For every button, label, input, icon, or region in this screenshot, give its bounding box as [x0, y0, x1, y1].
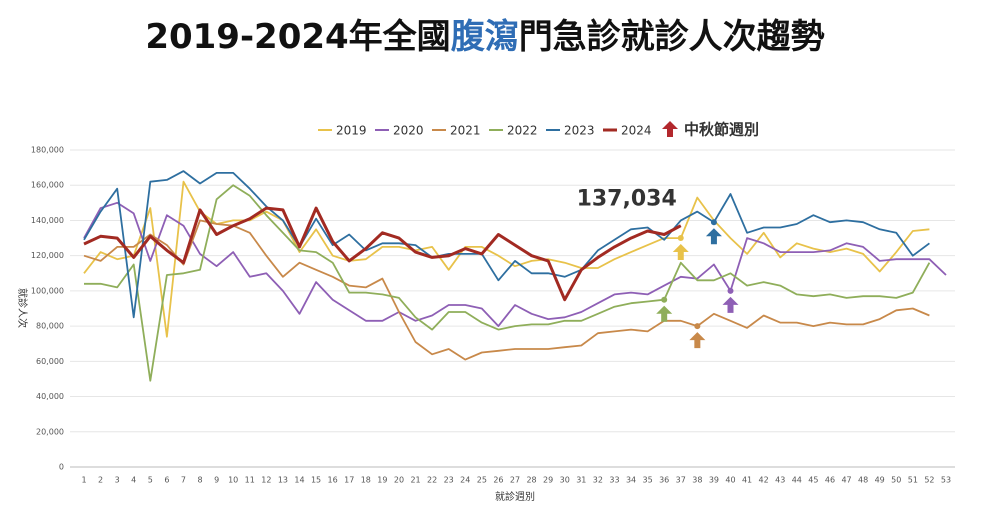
title-part: 腹瀉: [451, 17, 519, 57]
legend-label: 2023: [564, 124, 595, 138]
x-tick-label: 4: [131, 476, 136, 485]
x-tick-label: 12: [261, 476, 271, 485]
x-tick-label: 38: [692, 476, 702, 485]
chart-title: 2019-2024年全國腹瀉門急診就診人次趨勢: [145, 17, 824, 57]
mid-autumn-arrow: [672, 244, 689, 261]
x-tick-label: 40: [725, 476, 735, 485]
x-tick-label: 37: [676, 476, 686, 485]
y-tick-label: 100,000: [31, 286, 64, 295]
x-tick-label: 35: [643, 476, 653, 485]
x-tick-label: 28: [526, 476, 536, 485]
mid-autumn-point: [677, 235, 684, 242]
x-tick-label: 3: [115, 476, 120, 485]
x-tick-label: 13: [278, 476, 288, 485]
mid-autumn-arrow: [656, 305, 673, 322]
x-tick-label: 6: [164, 476, 169, 485]
x-tick-label: 44: [792, 476, 802, 485]
x-tick-label: 39: [709, 476, 719, 485]
title-part: 門急診就診人次趨勢: [519, 17, 825, 57]
series-line: [83, 180, 930, 338]
x-tick-label: 19: [377, 476, 387, 485]
legend-label: 2024: [621, 124, 652, 138]
x-tick-label: 2: [98, 476, 103, 485]
x-tick-label: 24: [460, 476, 470, 485]
series-line: [83, 170, 930, 319]
x-tick-label: 32: [593, 476, 603, 485]
x-tick-label: 22: [427, 476, 437, 485]
y-tick-label: 120,000: [31, 251, 64, 260]
y-tick-label: 80,000: [36, 322, 64, 331]
y-tick-label: 180,000: [31, 146, 64, 155]
series-line: [83, 219, 930, 361]
x-tick-label: 29: [543, 476, 553, 485]
x-tick-label: 45: [808, 476, 818, 485]
x-tick-label: 33: [609, 476, 619, 485]
mid-autumn-arrow: [722, 296, 739, 313]
mid-autumn-point: [661, 296, 668, 303]
x-tick-label: 5: [148, 476, 153, 485]
x-tick-label: 15: [311, 476, 321, 485]
x-tick-label: 51: [908, 476, 918, 485]
mid-autumn-point: [710, 219, 717, 226]
series-line: [84, 184, 931, 382]
x-tick-label: 1: [81, 476, 86, 485]
x-tick-label: 31: [576, 476, 586, 485]
title-part: 2019-2024年全國: [145, 17, 450, 57]
x-tick-label: 25: [477, 476, 487, 485]
y-axis-label: 就診人次: [16, 288, 29, 328]
mid-autumn-arrow: [705, 228, 722, 245]
x-tick-label: 30: [560, 476, 570, 485]
x-tick-label: 23: [444, 476, 454, 485]
x-tick-label: 48: [858, 476, 868, 485]
series-line: [83, 201, 947, 327]
x-tick-label: 21: [410, 476, 420, 485]
legend-note: 中秋節週別: [684, 121, 759, 139]
x-tick-label: 10: [228, 476, 238, 485]
x-tick-label: 36: [659, 476, 669, 485]
y-tick-label: 140,000: [31, 216, 64, 225]
x-tick-label: 16: [328, 476, 338, 485]
x-tick-label: 50: [891, 476, 901, 485]
y-tick-label: 20,000: [36, 427, 64, 436]
x-tick-label: 42: [759, 476, 769, 485]
y-tick-label: 160,000: [31, 181, 64, 190]
x-tick-label: 9: [214, 476, 219, 485]
mid-autumn-point: [694, 323, 701, 330]
x-tick-label: 27: [510, 476, 520, 485]
x-tick-label: 11: [245, 476, 255, 485]
y-tick-label: 40,000: [36, 392, 64, 401]
x-tick-label: 46: [825, 476, 835, 485]
y-tick-label: 0: [59, 463, 64, 472]
legend-label: 2022: [507, 124, 538, 138]
legend-arrow: [662, 121, 678, 137]
x-tick-label: 26: [493, 476, 503, 485]
x-tick-label: 17: [344, 476, 354, 485]
x-tick-label: 47: [841, 476, 851, 485]
series-line: [83, 206, 682, 302]
x-tick-label: 20: [394, 476, 404, 485]
x-axis-label: 就診週別: [495, 490, 535, 503]
x-tick-label: 49: [875, 476, 885, 485]
legend-label: 2021: [450, 124, 481, 138]
x-tick-label: 43: [775, 476, 785, 485]
data-label: 137,034: [577, 187, 677, 212]
x-tick-label: 34: [626, 476, 636, 485]
mid-autumn-arrow: [689, 332, 706, 349]
x-tick-label: 53: [941, 476, 951, 485]
x-tick-label: 14: [294, 476, 304, 485]
x-tick-label: 18: [361, 476, 371, 485]
x-tick-label: 7: [181, 476, 186, 485]
x-tick-label: 8: [197, 476, 202, 485]
x-tick-label: 52: [924, 476, 934, 485]
x-tick-label: 41: [742, 476, 752, 485]
legend-label: 2020: [393, 124, 424, 138]
y-tick-label: 60,000: [36, 357, 64, 366]
legend-label: 2019: [336, 124, 367, 138]
mid-autumn-point: [727, 287, 734, 294]
